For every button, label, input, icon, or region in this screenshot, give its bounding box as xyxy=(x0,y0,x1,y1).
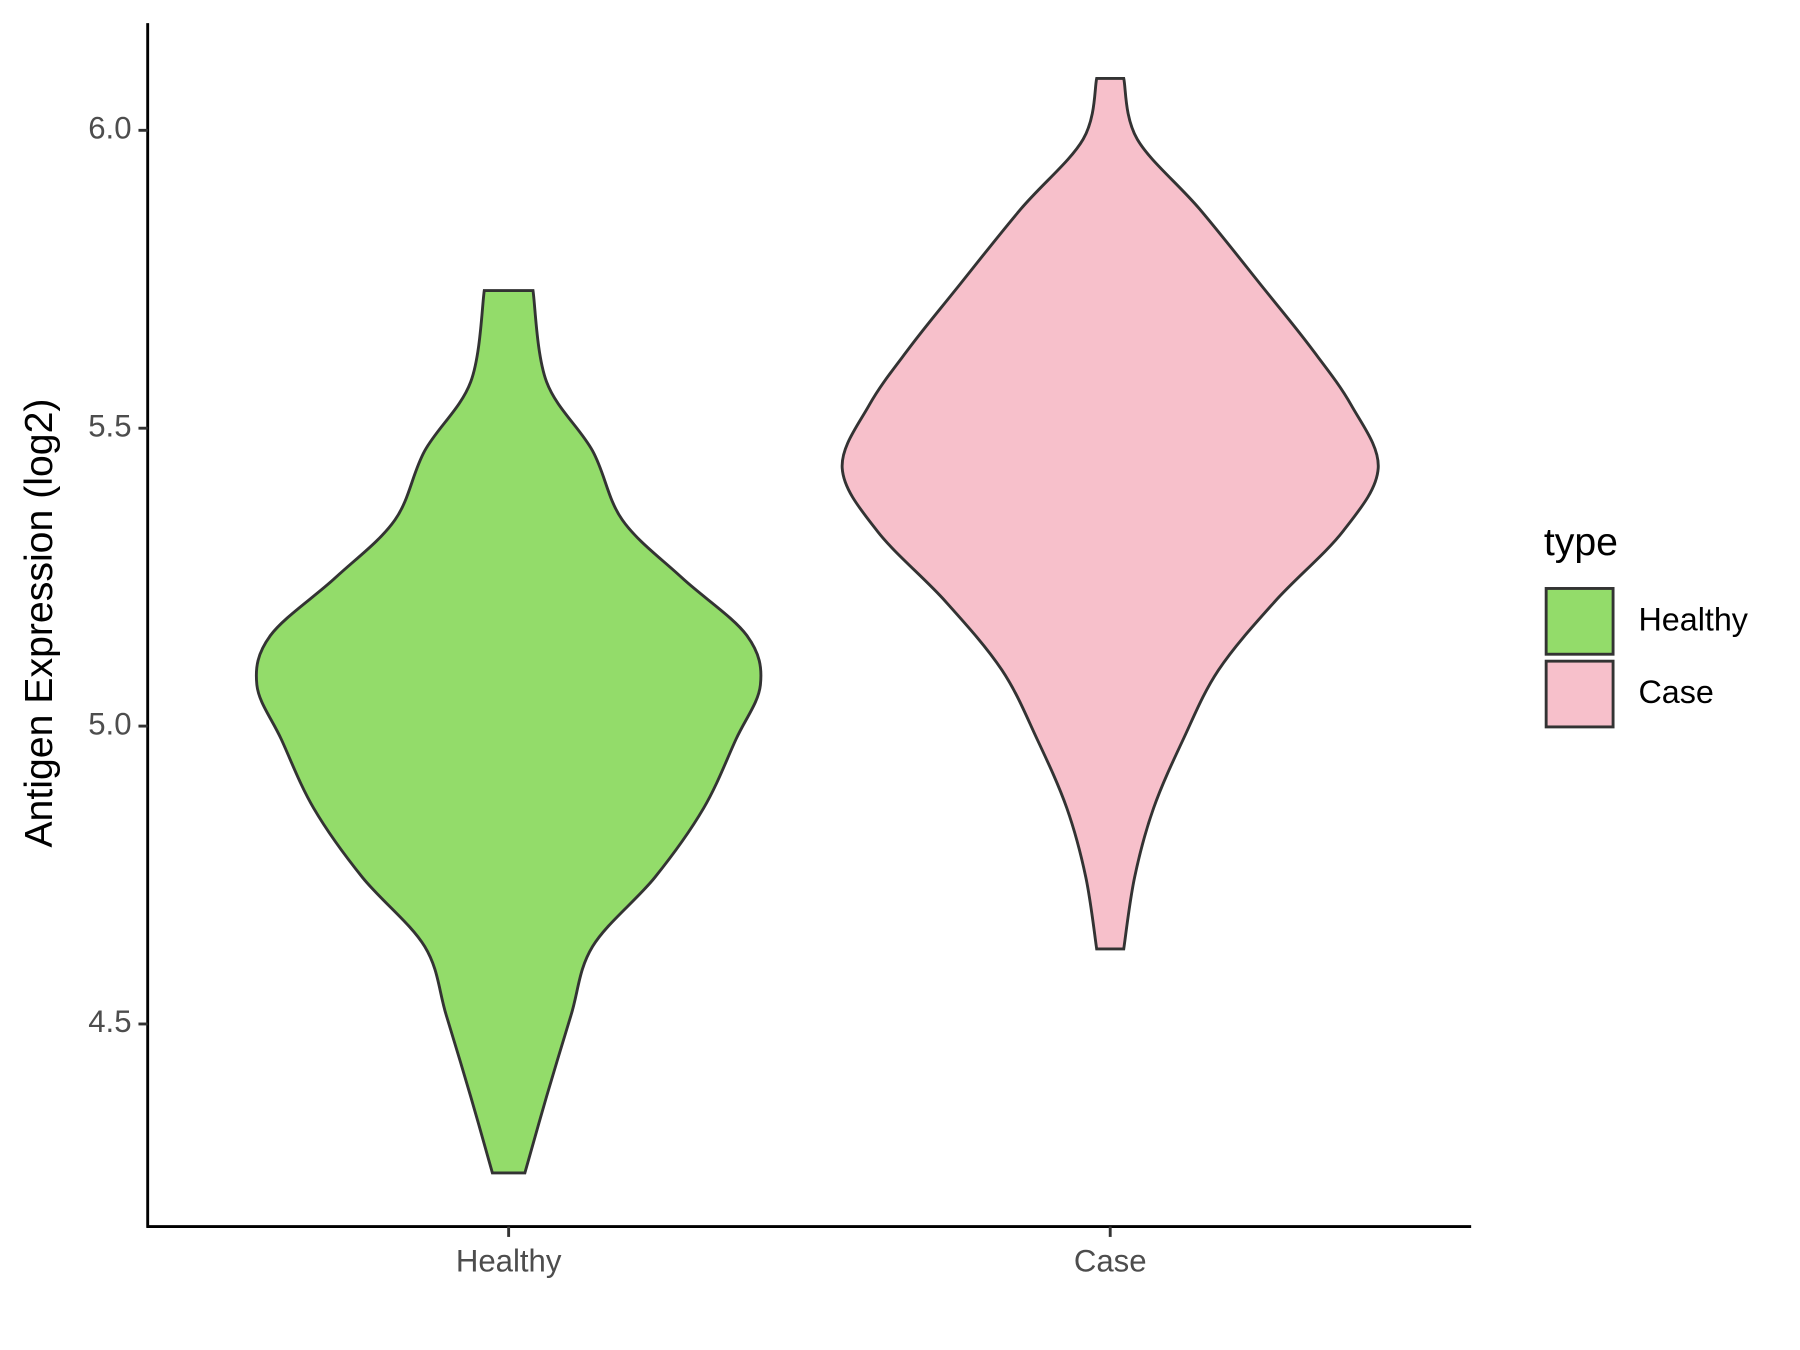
x-tick-label: Healthy xyxy=(456,1244,562,1279)
legend-title: type xyxy=(1544,520,1618,564)
y-axis-title: Antigen Expression (log2) xyxy=(17,399,61,848)
violin xyxy=(840,77,1380,951)
legend-swatch xyxy=(1544,659,1615,729)
y-tick-label: 4.5 xyxy=(88,1004,131,1039)
legend-swatch xyxy=(1544,587,1615,656)
y-tick-label: 6.0 xyxy=(88,111,131,146)
legend-label: Healthy xyxy=(1638,601,1748,637)
y-tick-label: 5.5 xyxy=(88,408,131,443)
legend-label: Case xyxy=(1638,674,1713,710)
y-tick-label: 5.0 xyxy=(88,706,131,741)
x-tick-label: Case xyxy=(1074,1244,1147,1279)
violin xyxy=(254,289,763,1175)
